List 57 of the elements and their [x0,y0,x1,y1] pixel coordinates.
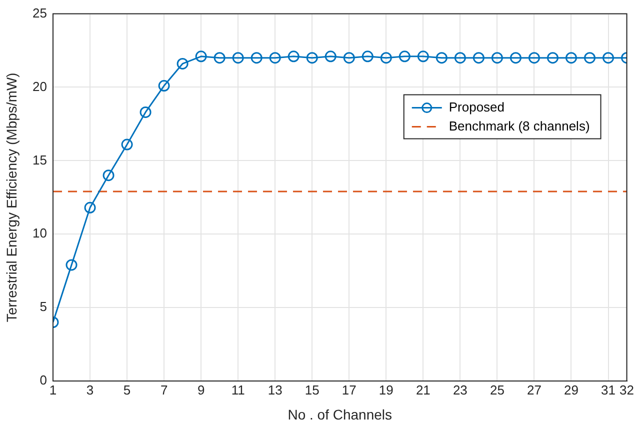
point [214,52,226,64]
point [250,52,262,64]
y-axis-title: Terrestrial Energy Efficiency (Mbps/mW) [3,72,20,322]
point [491,52,503,64]
point [510,52,522,64]
point [380,52,392,64]
point [102,170,114,182]
y-tick-label: 20 [32,78,47,94]
y-tick-label: 15 [32,152,47,168]
point [565,52,577,64]
y-tick-label: 10 [32,226,47,241]
point [324,50,336,62]
x-tick-label: 1 [49,382,57,398]
point [362,50,374,62]
point [528,52,540,64]
point [232,52,244,64]
x-tick-label: 3 [86,382,94,398]
point [454,52,466,64]
x-tick-label: 32 [620,382,634,398]
point [84,202,96,214]
point [472,52,484,64]
x-tick-label: 17 [342,382,356,398]
point [140,106,152,118]
point [436,52,448,64]
x-tick-label: 7 [160,382,168,398]
y-tick-label: 0 [40,372,47,388]
point [195,50,207,62]
point [584,52,596,64]
y-tick-label: 5 [40,299,47,314]
point [417,50,429,62]
x-tick-label: 15 [304,382,320,398]
point [306,52,318,64]
point [546,52,558,64]
legend-label: Benchmark (8 channels) [448,118,590,134]
x-tick-label: 19 [378,382,394,398]
point [158,80,170,92]
point [269,52,281,64]
x-tick-label: 11 [231,382,245,398]
point [398,50,410,62]
x-tick-label: 27 [526,382,542,398]
x-tick-label: 9 [197,382,205,398]
x-tick-label: 13 [268,382,282,398]
legend-label: Proposed [448,99,505,114]
y-tick-label: 25 [32,5,47,20]
point [121,138,133,150]
point [66,259,78,271]
x-axis-title: No . of Channels [288,406,392,422]
x-tick-label: 5 [123,382,131,398]
point [602,52,614,64]
point [288,50,300,62]
x-tick-label: 25 [490,382,504,398]
x-tick-label: 21 [416,382,430,398]
point [343,52,355,64]
point [176,58,188,70]
x-tick-label: 23 [452,382,468,398]
x-tick-label: 29 [564,382,578,398]
x-tick-label: 31 [601,382,616,398]
